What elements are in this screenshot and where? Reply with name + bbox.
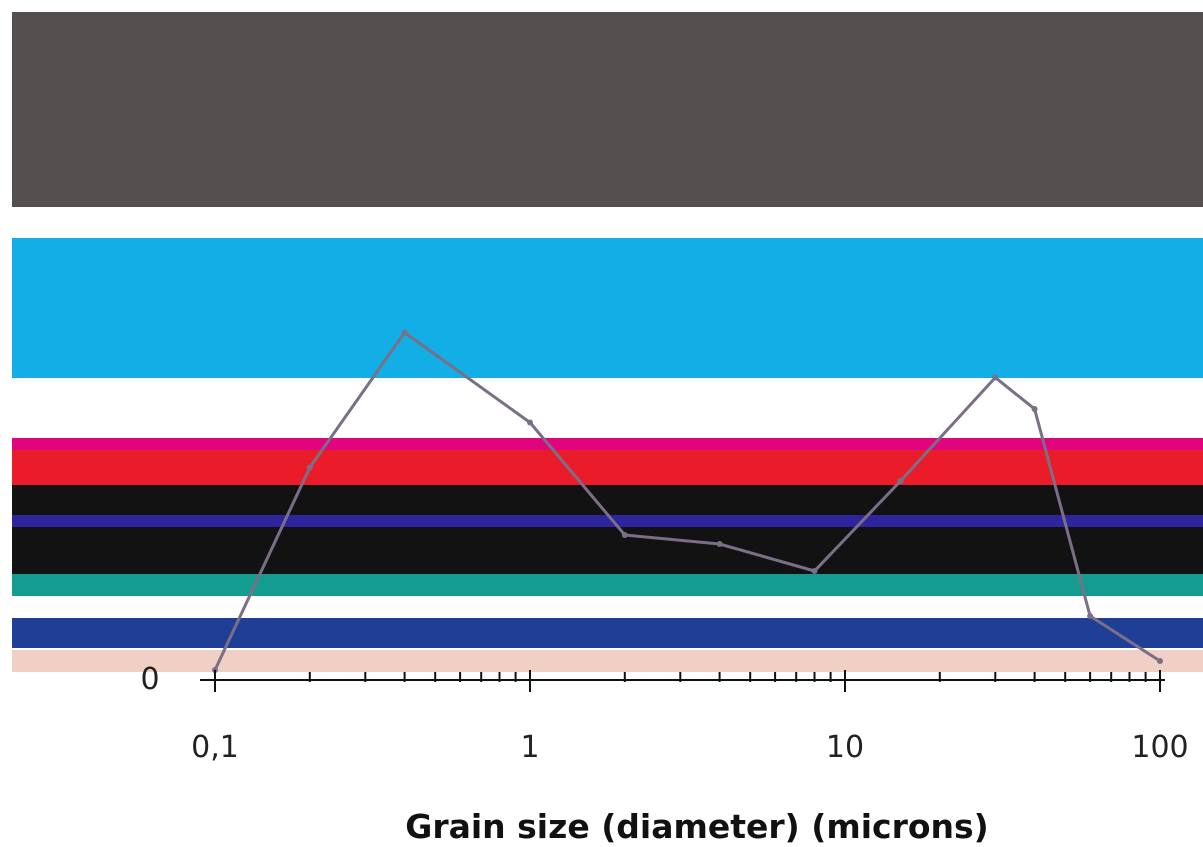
background-band-0 bbox=[12, 12, 1203, 207]
x-major-ticks bbox=[214, 670, 1161, 692]
series-line-0 bbox=[213, 330, 1161, 671]
background-band-7 bbox=[12, 618, 1203, 648]
background-band-5 bbox=[12, 515, 1203, 527]
y-tick-label-zero: 0 bbox=[140, 662, 159, 697]
background-band-3 bbox=[12, 450, 1203, 485]
background-band-6 bbox=[12, 574, 1203, 596]
series-0-point-3 bbox=[527, 419, 533, 426]
x-tick-label-1: 1 bbox=[520, 730, 539, 765]
x-tick-label-10: 10 bbox=[826, 730, 864, 765]
series-0-point-6 bbox=[811, 568, 818, 574]
series-0-point-10 bbox=[1087, 613, 1094, 619]
series-0-point-5 bbox=[716, 541, 723, 547]
series-0-point-1 bbox=[306, 464, 313, 471]
background-band-1 bbox=[12, 238, 1203, 378]
x-tick-label-100: 100 bbox=[1131, 730, 1188, 765]
x-axis-title: Grain size (diameter) (microns) bbox=[405, 807, 989, 843]
series-0-point-2 bbox=[401, 329, 408, 336]
series-0-point-9 bbox=[1031, 406, 1038, 412]
series-0-point-8 bbox=[992, 374, 999, 381]
series-0-point-4 bbox=[621, 532, 628, 538]
x-minor-ticks bbox=[308, 672, 1147, 682]
series-0-point-11 bbox=[1157, 658, 1163, 664]
background-band-8 bbox=[12, 650, 1203, 672]
background-band-4 bbox=[12, 485, 1203, 580]
series-0-point-7 bbox=[897, 478, 904, 484]
x-tick-label-0-1: 0,1 bbox=[191, 730, 239, 765]
series-layer bbox=[212, 329, 1163, 673]
bands-layer bbox=[12, 12, 1203, 672]
